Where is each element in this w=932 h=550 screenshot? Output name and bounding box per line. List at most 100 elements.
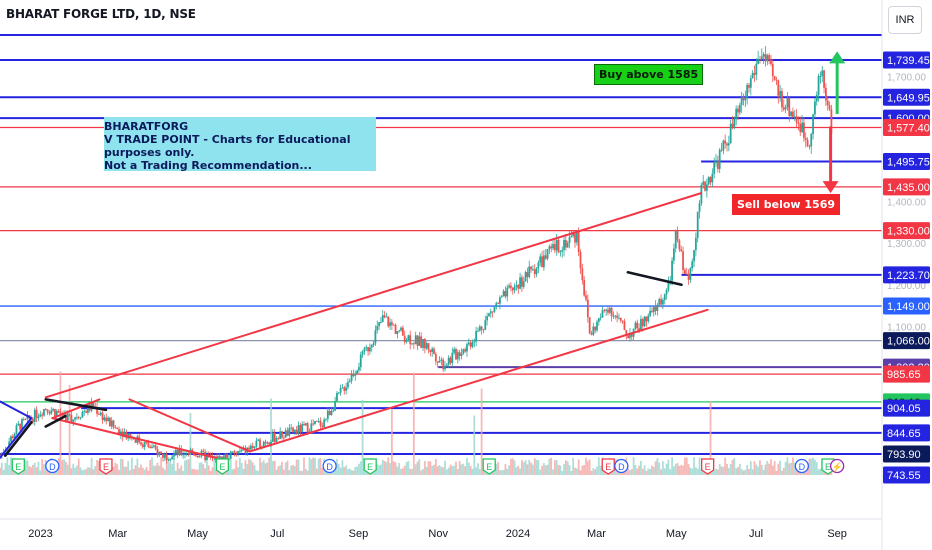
candle-body — [830, 109, 833, 133]
volume-bar — [729, 464, 732, 475]
candle-body — [583, 280, 586, 296]
candle-body — [392, 324, 395, 326]
volume-bar — [669, 469, 672, 475]
candle-body — [110, 420, 113, 427]
candle-body — [195, 455, 197, 457]
volume-bar — [817, 469, 820, 475]
candle-body — [169, 459, 172, 461]
candle-body — [471, 342, 474, 347]
candle-body — [114, 427, 117, 429]
candle-body — [473, 341, 476, 343]
volume-bar — [577, 459, 580, 475]
candle-body — [660, 299, 662, 305]
event-marker — [482, 458, 496, 475]
volume-bar — [118, 469, 120, 475]
volume-bar — [138, 467, 141, 475]
candle-body — [41, 414, 44, 416]
volume-bar — [152, 465, 155, 475]
volume-bar — [325, 470, 327, 475]
candle-body — [11, 436, 14, 439]
candle-body — [720, 149, 723, 151]
volume-bar — [195, 469, 197, 475]
candle-body — [575, 232, 578, 243]
candle-body — [716, 161, 719, 169]
candle-body — [401, 327, 404, 336]
note-line: Not a Trading Recommendation... — [104, 159, 312, 172]
candle-body — [356, 370, 358, 374]
candle-body — [799, 123, 802, 133]
candle-body — [319, 420, 322, 426]
price-axis-ticks[interactable]: 1,700.00 1,400.00 1,300.00 1,200.00 1,100.00 — [887, 72, 926, 333]
event-marker — [701, 458, 715, 475]
volume-bar — [281, 461, 283, 475]
volume-bar — [521, 460, 523, 475]
candle-body — [455, 349, 457, 360]
currency-button[interactable]: INR — [888, 6, 922, 34]
candle-body — [251, 445, 254, 448]
candle-body — [784, 107, 787, 110]
volume-bar — [352, 470, 355, 475]
volume-bar — [810, 458, 813, 475]
volume-bar — [66, 464, 69, 475]
candle-body — [414, 335, 417, 345]
volume-bar — [568, 465, 571, 475]
volume-bar — [246, 463, 249, 475]
volume-bar — [731, 459, 734, 475]
volume-bar — [709, 401, 712, 475]
event-marker-label: E — [219, 462, 225, 472]
candle-body — [687, 274, 690, 280]
candle-body — [180, 448, 183, 455]
candle-body — [824, 87, 827, 101]
candle-body — [724, 140, 727, 144]
volume-bar — [339, 467, 342, 475]
candle-body — [585, 295, 587, 300]
volume-bar — [22, 467, 25, 475]
candle-body — [266, 442, 269, 444]
candle-body — [486, 316, 489, 321]
candle-body — [361, 351, 364, 355]
candle-body — [500, 296, 503, 298]
event-marker-label: D — [326, 462, 333, 472]
volume-bar — [528, 459, 531, 475]
x-tick-label: 2024 — [506, 528, 530, 540]
candle-body — [367, 347, 369, 352]
volume-bar — [782, 467, 785, 475]
candle-body — [612, 315, 615, 317]
candle-body — [336, 393, 338, 402]
volume-bar — [240, 462, 243, 475]
candle-body — [54, 409, 56, 417]
candle-body — [707, 177, 710, 185]
candle-body — [50, 410, 53, 414]
volume-bar — [83, 469, 86, 475]
volume-bar — [46, 469, 49, 475]
candle-body — [37, 416, 40, 419]
event-marker — [322, 458, 337, 474]
volume-bar — [773, 461, 776, 475]
volume-bar — [167, 457, 170, 475]
candle-body — [691, 261, 694, 269]
candle-body — [96, 407, 98, 414]
candle-body — [149, 446, 152, 449]
candle-body — [273, 432, 276, 442]
candle-body — [477, 330, 479, 332]
candle-body — [87, 404, 89, 413]
volume-bar — [658, 462, 661, 475]
volume-bar — [460, 464, 463, 475]
candle-body — [422, 338, 424, 348]
candle-body — [456, 352, 459, 360]
price-label: 1,149.00 — [887, 301, 930, 313]
candle-body — [594, 326, 597, 331]
candle-body — [491, 311, 494, 313]
volume-bar — [420, 470, 423, 475]
event-marker-label: E — [825, 462, 831, 472]
candle-body — [705, 184, 708, 191]
time-axis[interactable]: 2023 Mar May Jul Sep Nov 2024 Mar May Jul Sep — [28, 528, 847, 540]
candle-body — [420, 336, 423, 348]
volume-bar — [590, 470, 593, 475]
candle-body — [597, 318, 600, 322]
candle-body — [586, 299, 589, 318]
volume-bar — [4, 463, 7, 475]
price-labels: 1,739.451,649.951,600.001,577.401,495.75… — [883, 51, 930, 484]
volume-bar — [259, 457, 261, 475]
